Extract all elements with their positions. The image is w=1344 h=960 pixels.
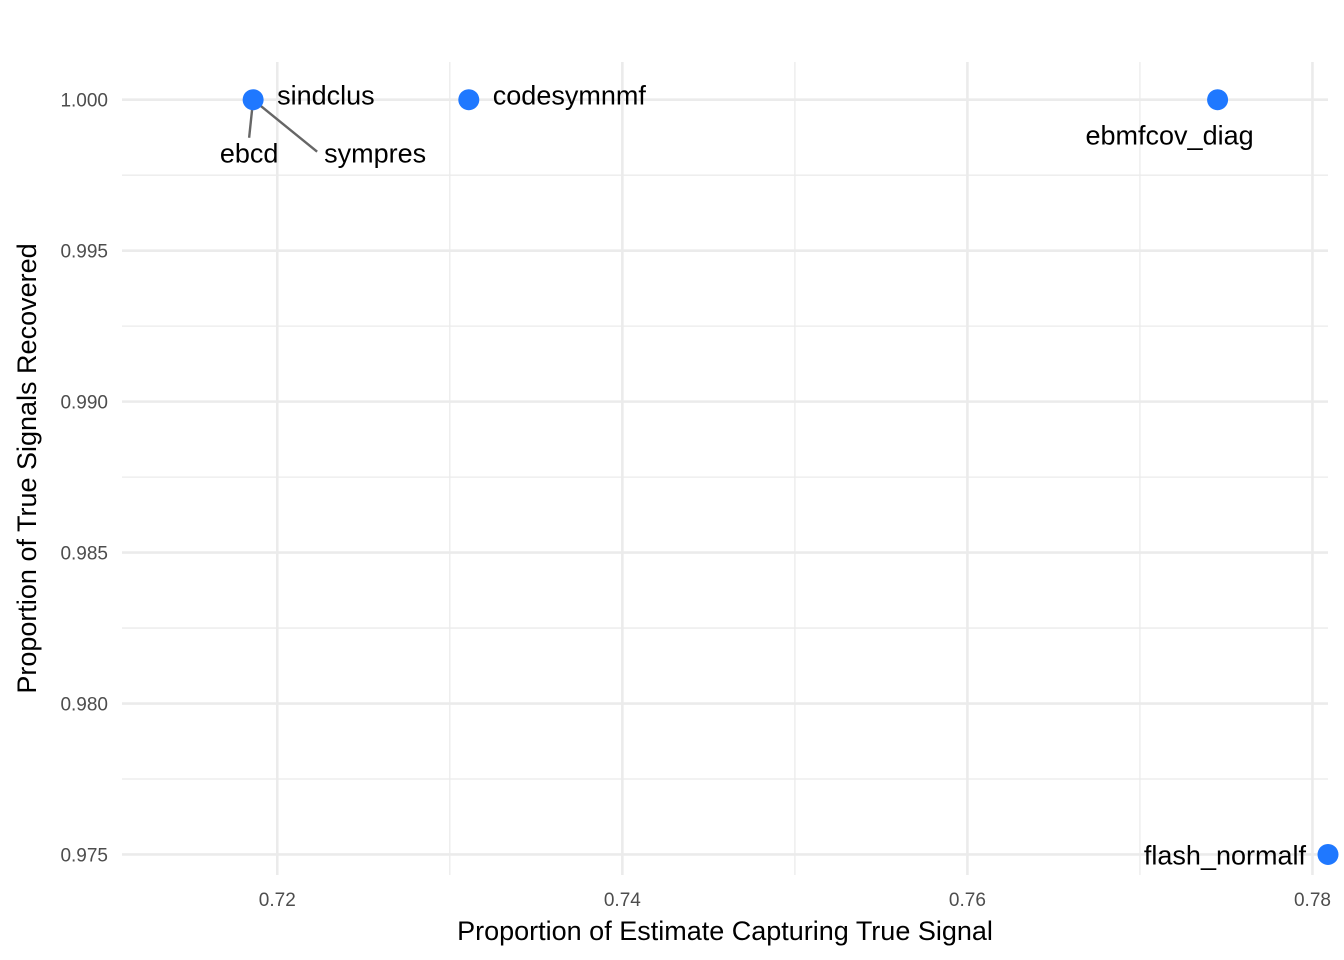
x-axis-title: Proportion of Estimate Capturing True Si… xyxy=(457,916,993,946)
x-tick-label: 0.72 xyxy=(259,890,296,911)
point-label: ebmfcov_diag xyxy=(1086,121,1254,151)
data-point xyxy=(242,89,264,111)
major-gridlines xyxy=(122,62,1328,875)
data-point xyxy=(458,89,480,111)
x-tick-label: 0.76 xyxy=(949,890,986,911)
y-tick-label: 0.995 xyxy=(60,242,108,263)
y-axis-tick-labels: 0.975 0.980 0.985 0.990 0.995 1.000 xyxy=(60,91,108,867)
x-tick-label: 0.74 xyxy=(604,890,641,911)
data-point xyxy=(1207,89,1229,111)
y-tick-label: 1.000 xyxy=(60,91,108,112)
minor-gridlines xyxy=(122,62,1328,875)
x-tick-label: 0.78 xyxy=(1294,890,1331,911)
x-axis-tick-labels: 0.72 0.74 0.76 0.78 xyxy=(259,890,1331,911)
point-labels: sindclus ebcd sympres codesymnmf ebmfcov_dia… xyxy=(220,81,1307,871)
point-label: sindclus xyxy=(277,81,375,111)
point-label: codesymnmf xyxy=(493,81,647,111)
data-point xyxy=(1317,843,1339,865)
y-tick-label: 0.985 xyxy=(60,544,108,565)
label-leader-line xyxy=(252,98,318,153)
point-label: ebcd xyxy=(220,139,279,169)
y-tick-label: 0.975 xyxy=(60,845,108,866)
y-tick-label: 0.980 xyxy=(60,695,108,716)
data-points xyxy=(242,89,1339,865)
point-label: sympres xyxy=(324,139,426,169)
y-tick-label: 0.990 xyxy=(60,393,108,414)
point-label: flash_normalf xyxy=(1144,840,1307,870)
y-axis-title: Proportion of True Signals Recovered xyxy=(12,243,42,693)
